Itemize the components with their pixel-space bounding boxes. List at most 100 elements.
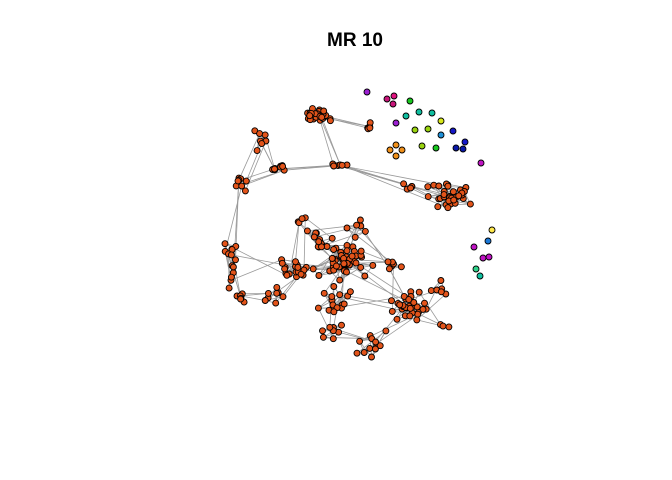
network-node	[346, 288, 354, 296]
network-node	[309, 265, 317, 273]
network-node	[279, 293, 287, 301]
network-node	[294, 263, 302, 271]
network-node	[326, 323, 334, 331]
isolated-node	[428, 109, 436, 117]
isolated-node	[488, 226, 496, 234]
network-node	[338, 321, 345, 329]
network-edge	[240, 295, 266, 301]
network-edge	[224, 185, 243, 252]
network-node	[253, 147, 261, 155]
isolated-node	[432, 144, 440, 152]
network-node	[227, 251, 235, 259]
network-node	[444, 204, 452, 212]
network-node	[439, 322, 447, 330]
network-node	[405, 296, 413, 304]
network-node	[273, 283, 281, 291]
network-node	[368, 353, 375, 361]
network-node	[303, 227, 311, 235]
network-node	[328, 234, 336, 242]
network-node	[415, 288, 423, 296]
network-node	[455, 192, 463, 200]
network-node	[281, 265, 289, 273]
network-node	[343, 224, 351, 232]
network-node	[376, 342, 384, 350]
network-node	[353, 221, 361, 229]
network-edge	[305, 217, 333, 239]
network-node	[330, 308, 338, 316]
network-edge	[319, 120, 335, 167]
network-node	[406, 304, 414, 312]
network-node	[445, 323, 453, 331]
network-node	[328, 254, 336, 262]
network-node	[278, 259, 286, 267]
network-node	[238, 182, 246, 190]
network-node	[227, 273, 235, 281]
network-node	[450, 196, 458, 204]
network-node	[221, 240, 229, 248]
network-node	[319, 327, 326, 335]
network-node	[419, 305, 427, 313]
network-edge	[318, 307, 334, 339]
network-node	[297, 270, 305, 278]
network-node	[414, 310, 422, 318]
isolated-node	[476, 272, 484, 280]
network-node	[332, 262, 340, 270]
network-edge	[418, 291, 441, 325]
network-node	[437, 277, 445, 284]
network-node	[256, 130, 264, 138]
network-node	[424, 193, 432, 201]
isolated-node	[484, 237, 492, 245]
network-node	[372, 338, 380, 346]
network-edge	[261, 143, 276, 170]
network-node	[361, 272, 369, 280]
network-node	[264, 289, 272, 297]
network-node	[314, 304, 322, 312]
network-node	[400, 292, 408, 300]
network-node	[356, 337, 364, 345]
network-node	[351, 233, 359, 241]
network-node	[229, 263, 237, 271]
network-node	[406, 312, 414, 320]
network-node	[338, 161, 346, 169]
isolated-node	[392, 119, 400, 127]
isolated-node	[363, 88, 371, 96]
network-node	[434, 203, 442, 211]
network-node	[340, 300, 348, 308]
network-node	[315, 238, 323, 246]
network-node	[421, 299, 428, 307]
isolated-node	[390, 92, 398, 100]
isolated-node	[424, 125, 432, 133]
network-node	[279, 162, 287, 170]
network-node	[413, 303, 421, 311]
network-node	[241, 187, 249, 195]
isolated-node	[477, 159, 485, 167]
node-layer	[221, 88, 496, 361]
plot-title: MR 10	[327, 30, 383, 51]
network-edge	[295, 222, 300, 262]
network-node	[336, 291, 344, 299]
network-node	[413, 316, 421, 324]
network-node	[272, 299, 280, 307]
network-node	[361, 227, 369, 235]
network-node	[424, 183, 432, 191]
network-node	[410, 299, 418, 306]
isolated-node	[389, 100, 397, 108]
isolated-node	[415, 108, 423, 116]
isolated-node	[418, 142, 426, 150]
network-edge	[314, 225, 361, 238]
network-node	[382, 327, 390, 335]
network-node	[352, 259, 360, 267]
network-edge	[288, 222, 300, 275]
network-node	[400, 180, 408, 188]
network-node	[320, 107, 328, 115]
network-node	[330, 246, 338, 253]
network-node	[466, 200, 474, 208]
isolated-node	[485, 253, 493, 261]
network-node	[396, 301, 404, 309]
network-node	[348, 252, 356, 260]
network-node	[318, 113, 326, 121]
network-node	[330, 283, 338, 290]
network-node	[366, 124, 374, 132]
network-node	[234, 177, 242, 185]
